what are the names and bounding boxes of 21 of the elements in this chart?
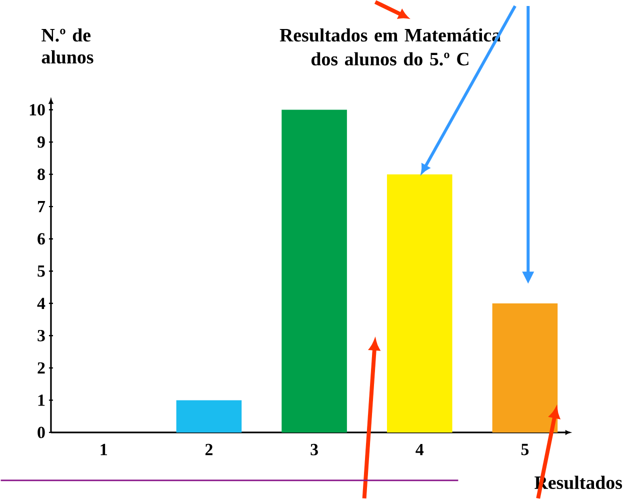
- x-tick-label: 4: [416, 444, 424, 455]
- y-tick-label: 4: [37, 298, 46, 309]
- bar: [386, 174, 452, 432]
- y-tick-label: 3: [38, 330, 45, 342]
- y-tick-label: 2: [38, 362, 45, 374]
- bar: [176, 400, 242, 432]
- y-axis-title: N.º de alunos: [42, 28, 94, 64]
- y-tick-label: 8: [38, 168, 45, 180]
- y-tick-label: 5: [38, 265, 45, 277]
- bar: [492, 303, 558, 432]
- y-tick-label: 1: [38, 394, 45, 406]
- x-tick-label: 5: [521, 444, 529, 455]
- x-tick-label: 2: [205, 444, 212, 455]
- y-tick-label: 0: [38, 426, 45, 438]
- x-tick-label: 1: [100, 444, 107, 455]
- y-tick-label: 10: [30, 104, 45, 116]
- y-tick-label: 7: [38, 200, 46, 212]
- x-tick-label: 3: [310, 444, 318, 456]
- y-tick-label: 9: [37, 136, 45, 148]
- bar: [282, 110, 347, 432]
- y-tick-label: 6: [38, 232, 45, 244]
